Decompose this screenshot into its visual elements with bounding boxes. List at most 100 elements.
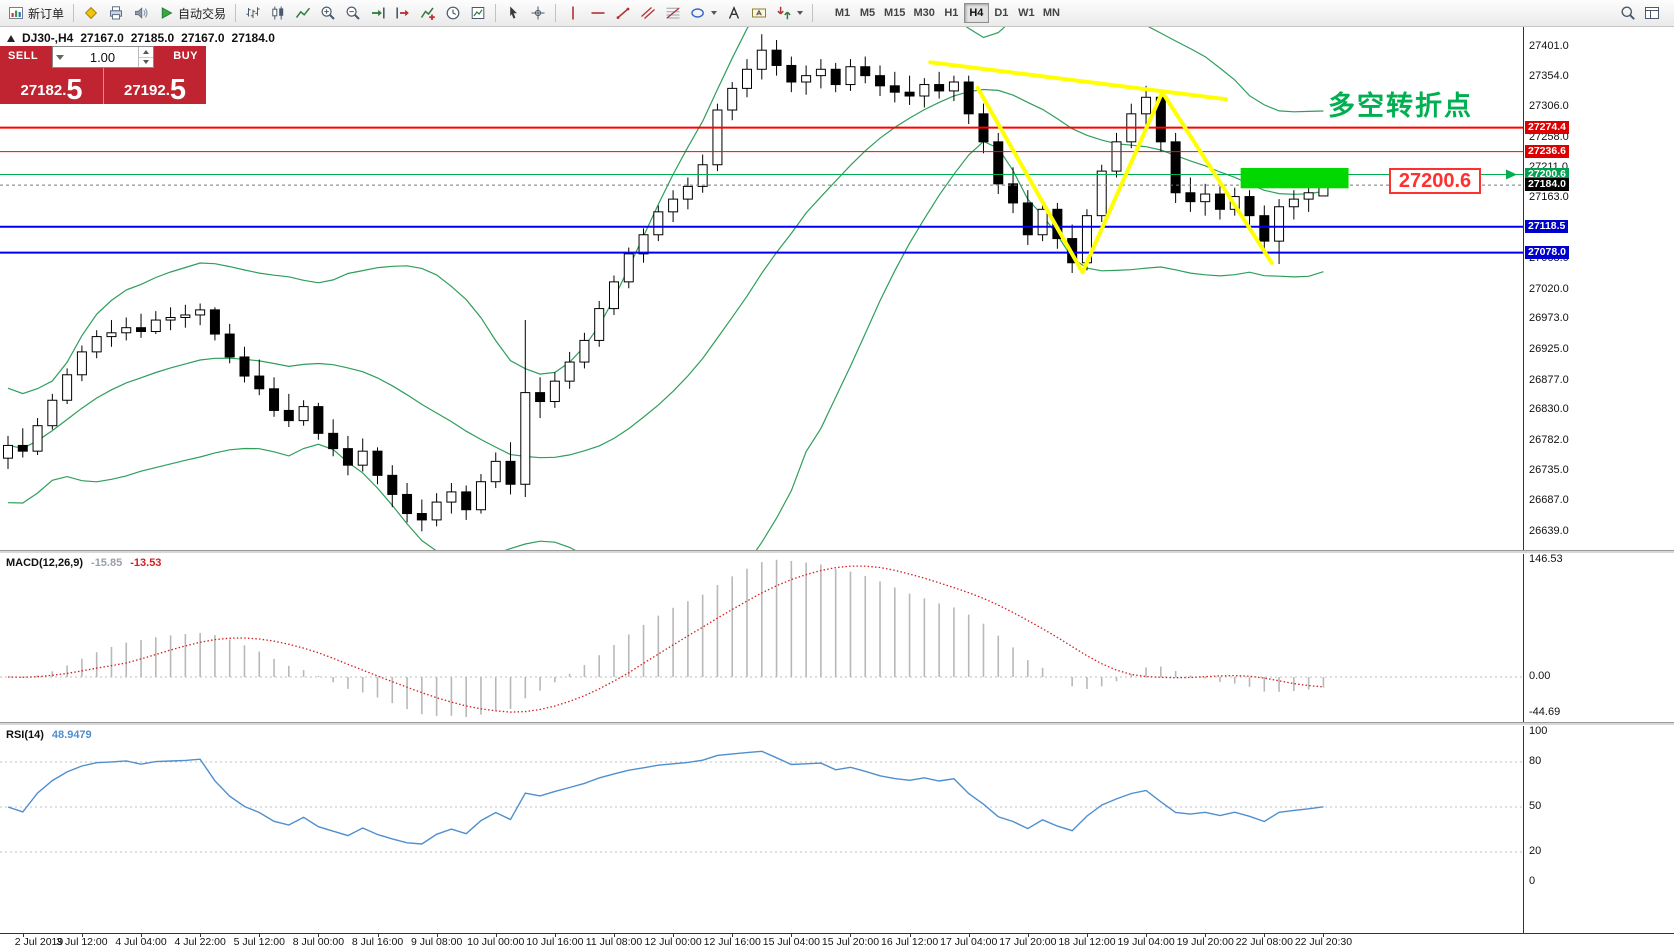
time-tick-label: 18 Jul 12:00 (1058, 936, 1116, 948)
new-order-button[interactable]: 新订单 (4, 2, 68, 24)
macd-title: MACD(12,26,9) (6, 557, 84, 569)
chart-shift-button[interactable] (391, 2, 415, 24)
macd-panel[interactable] (0, 554, 1523, 722)
text-label-button[interactable] (747, 2, 771, 24)
shapes-icon (691, 8, 704, 18)
symbol-info: DJ30-,H4 27167.0 27185.0 27167.0 27184.0 (7, 31, 275, 45)
time-tick-label: 4 Jul 22:00 (174, 936, 226, 948)
channel-button[interactable] (636, 2, 660, 24)
fibonacci-button[interactable] (661, 2, 685, 24)
alerts-button[interactable] (129, 2, 153, 24)
indicators-button[interactable] (416, 2, 440, 24)
zoom-out-button[interactable] (341, 2, 365, 24)
bar-low: 27167.0 (181, 31, 225, 45)
candlesticks (3, 34, 1329, 532)
time-tick-mark (81, 934, 83, 937)
trendline-drawing (928, 60, 1228, 102)
time-tick-label: 4 Jul 04:00 (115, 936, 167, 948)
rsi-header: RSI(14) 48.9479 (6, 729, 92, 741)
autotrading-button[interactable]: 自动交易 (154, 2, 230, 24)
toolbar-separator (812, 4, 814, 22)
time-tick-mark (495, 934, 497, 937)
time-tick-mark (200, 934, 202, 937)
templates-button[interactable] (466, 2, 490, 24)
toolbar: 新订单 自动交易 M1 M5 M15 M30 H1 H4 D1 W1 MN (0, 0, 1674, 27)
volume-decrease-button[interactable] (139, 58, 153, 68)
one-click-trading-panel: SELL 27182.5 BUY 27192.5 1.00 (0, 46, 206, 105)
buy-label: BUY (173, 50, 198, 62)
time-tick-mark (1205, 934, 1207, 937)
main-chart-svg (0, 0, 1523, 609)
new-order-icon (9, 7, 23, 19)
bar-chart-button[interactable] (241, 2, 265, 24)
alerts-icon (135, 7, 148, 19)
periods-button[interactable] (441, 2, 465, 24)
data-window-button[interactable] (1640, 2, 1664, 24)
search-button[interactable] (1616, 2, 1640, 24)
panel-divider[interactable] (0, 722, 1674, 726)
volume-increase-button[interactable] (139, 47, 153, 58)
volume-dropdown-icon[interactable] (53, 54, 67, 60)
timeframe-d1[interactable]: D1 (994, 7, 1009, 19)
auto-scroll-button[interactable] (366, 2, 390, 24)
text-label-icon (752, 8, 767, 18)
price-axis[interactable]: 27401.027354.027306.027258.027211.027163… (1523, 27, 1674, 933)
price-tick-label: 27354.0 (1529, 69, 1569, 82)
volume-input[interactable]: 1.00 (52, 46, 154, 68)
time-tick-mark (1264, 934, 1266, 937)
timeframe-m30[interactable]: M30 (913, 7, 935, 19)
time-tick-label: 2 Jul 2019 (14, 936, 64, 948)
time-tick-mark (436, 934, 438, 937)
timeframe-w1[interactable]: W1 (1018, 7, 1035, 19)
price-level-tag: 27274.4 (1525, 120, 1569, 134)
panel-divider[interactable] (0, 550, 1674, 554)
annotation-turning-point: 多空转折点 (1328, 91, 1473, 121)
cursor-button[interactable] (501, 2, 525, 24)
rsi-value: 48.9479 (51, 729, 92, 741)
timeframe-m15[interactable]: M15 (884, 7, 906, 19)
time-tick-mark (318, 934, 320, 937)
crosshair-button[interactable] (526, 2, 550, 24)
price-level-tag: 27078.0 (1525, 245, 1569, 259)
arrows-button[interactable] (772, 2, 807, 24)
time-tick-label: 9 Jul 08:00 (410, 936, 463, 948)
indicators-icon (420, 7, 435, 20)
timeframe-mn[interactable]: MN (1042, 7, 1060, 19)
price-tick-label: 27306.0 (1529, 100, 1569, 113)
time-tick-label: 11 Jul 08:00 (585, 936, 643, 948)
vertical-line-button[interactable] (561, 2, 585, 24)
rsi-title: RSI(14) (6, 729, 44, 741)
metaeditor-icon (84, 6, 98, 20)
time-tick-mark (377, 934, 379, 937)
line-chart-button[interactable] (291, 2, 315, 24)
print-button[interactable] (104, 2, 128, 24)
candlestick-button[interactable] (266, 2, 290, 24)
one-click-toggle-icon[interactable] (7, 34, 15, 42)
rsi-panel[interactable] (0, 726, 1523, 932)
time-tick-label: 3 Jul 12:00 (56, 936, 108, 948)
chart-shift-icon (396, 7, 409, 19)
timeframe-h4[interactable]: H4 (963, 3, 989, 23)
time-tick-mark (1146, 934, 1148, 937)
crosshair-icon (531, 6, 545, 20)
time-tick-mark (1323, 934, 1325, 937)
toolbar-right-group (1616, 2, 1664, 24)
trendline-button[interactable] (611, 2, 635, 24)
timeframe-m1[interactable]: M1 (834, 7, 851, 19)
macd-svg (0, 559, 1523, 717)
rsi-scale-label: 20 (1529, 845, 1542, 857)
text-button[interactable] (722, 2, 746, 24)
shapes-button[interactable] (686, 2, 721, 24)
time-axis[interactable]: 2 Jul 2019 3 Jul 12:00 4 Jul 04:00 4 Jul 22… (0, 933, 1674, 949)
rsi-scale-label: 100 (1529, 725, 1548, 737)
chart-canvas[interactable] (0, 0, 1523, 609)
bar-open: 27167.0 (80, 31, 124, 45)
time-tick-label: 22 Jul 20:30 (1294, 936, 1353, 948)
metaeditor-button[interactable] (79, 2, 103, 24)
horizontal-line-button[interactable] (586, 2, 610, 24)
timeframe-m5[interactable]: M5 (859, 7, 876, 19)
timeframe-h1[interactable]: H1 (944, 7, 959, 19)
zoom-in-button[interactable] (316, 2, 340, 24)
text-icon (728, 5, 740, 19)
sell-button[interactable]: SELL 27182.5 (0, 46, 103, 105)
